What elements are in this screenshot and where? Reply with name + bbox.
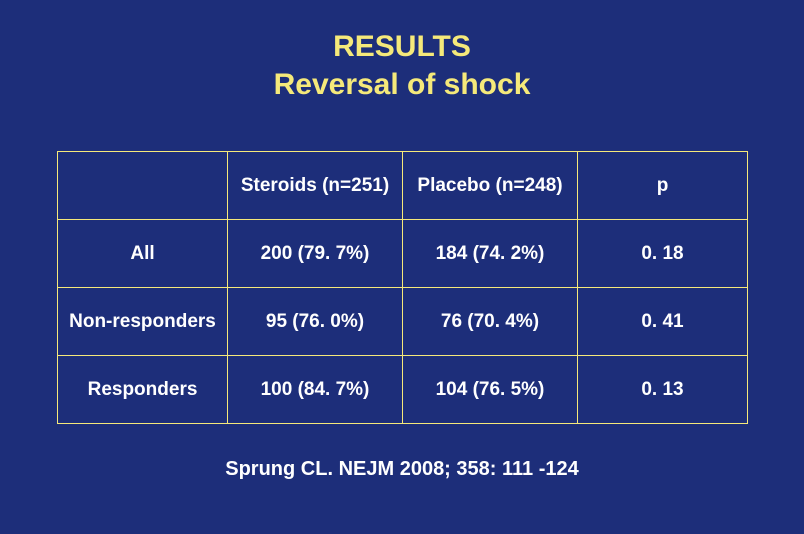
- cell-placebo: 184 (74. 2%): [403, 220, 578, 288]
- col-header-p: p: [578, 152, 748, 220]
- table-header-row: Steroids (n=251) Placebo (n=248) p: [58, 152, 748, 220]
- table-row: All 200 (79. 7%) 184 (74. 2%) 0. 18: [58, 220, 748, 288]
- cell-p: 0. 13: [578, 356, 748, 424]
- row-label: Non-responders: [58, 288, 228, 356]
- col-header-blank: [58, 152, 228, 220]
- table-row: Responders 100 (84. 7%) 104 (76. 5%) 0. …: [58, 356, 748, 424]
- cell-placebo: 76 (70. 4%): [403, 288, 578, 356]
- row-label: Responders: [58, 356, 228, 424]
- slide-title: RESULTS Reversal of shock: [0, 28, 804, 103]
- cell-steroids: 100 (84. 7%): [228, 356, 403, 424]
- col-header-steroids: Steroids (n=251): [228, 152, 403, 220]
- slide: RESULTS Reversal of shock Steroids (n=25…: [0, 0, 804, 534]
- cell-placebo: 104 (76. 5%): [403, 356, 578, 424]
- results-table-wrap: Steroids (n=251) Placebo (n=248) p All 2…: [57, 151, 747, 424]
- table-row: Non-responders 95 (76. 0%) 76 (70. 4%) 0…: [58, 288, 748, 356]
- title-line-2: Reversal of shock: [274, 68, 531, 101]
- citation: Sprung CL. NEJM 2008; 358: 111 -124: [0, 458, 804, 481]
- col-header-placebo: Placebo (n=248): [403, 152, 578, 220]
- cell-p: 0. 18: [578, 220, 748, 288]
- cell-steroids: 200 (79. 7%): [228, 220, 403, 288]
- cell-steroids: 95 (76. 0%): [228, 288, 403, 356]
- row-label: All: [58, 220, 228, 288]
- results-table: Steroids (n=251) Placebo (n=248) p All 2…: [57, 151, 748, 424]
- title-line-1: RESULTS: [333, 30, 471, 63]
- cell-p: 0. 41: [578, 288, 748, 356]
